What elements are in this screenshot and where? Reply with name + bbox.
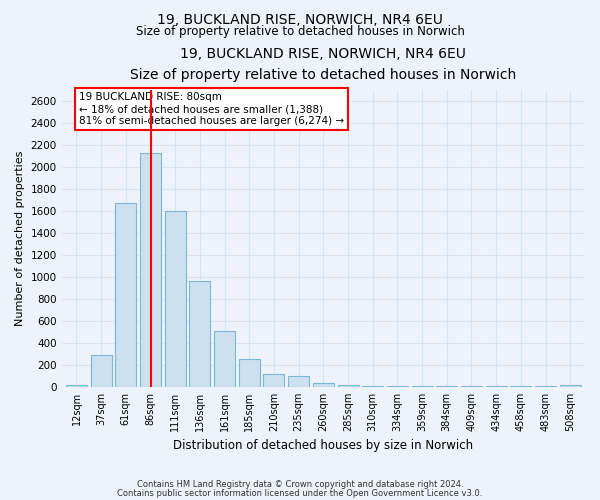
- Text: 19, BUCKLAND RISE, NORWICH, NR4 6EU: 19, BUCKLAND RISE, NORWICH, NR4 6EU: [157, 12, 443, 26]
- Bar: [91, 354, 112, 387]
- Text: Contains HM Land Registry data © Crown copyright and database right 2024.: Contains HM Land Registry data © Crown c…: [137, 480, 463, 489]
- Bar: [338, 386, 359, 387]
- Bar: [214, 332, 235, 387]
- Text: Size of property relative to detached houses in Norwich: Size of property relative to detached ho…: [136, 25, 464, 38]
- Bar: [165, 211, 186, 387]
- Bar: [288, 376, 309, 387]
- X-axis label: Distribution of detached houses by size in Norwich: Distribution of detached houses by size …: [173, 440, 473, 452]
- Text: 19 BUCKLAND RISE: 80sqm
← 18% of detached houses are smaller (1,388)
81% of semi: 19 BUCKLAND RISE: 80sqm ← 18% of detache…: [79, 92, 344, 126]
- Bar: [239, 360, 260, 387]
- Bar: [263, 374, 284, 387]
- Bar: [115, 204, 136, 387]
- Bar: [412, 386, 433, 387]
- Bar: [511, 386, 532, 387]
- Text: Contains public sector information licensed under the Open Government Licence v3: Contains public sector information licen…: [118, 488, 482, 498]
- Bar: [387, 386, 408, 387]
- Bar: [313, 383, 334, 387]
- Bar: [461, 386, 482, 387]
- Bar: [436, 386, 457, 387]
- Bar: [560, 386, 581, 387]
- Y-axis label: Number of detached properties: Number of detached properties: [15, 151, 25, 326]
- Bar: [66, 384, 87, 387]
- Bar: [190, 282, 211, 387]
- Bar: [535, 386, 556, 387]
- Bar: [140, 153, 161, 387]
- Bar: [362, 386, 383, 387]
- Bar: [485, 386, 506, 387]
- Title: 19, BUCKLAND RISE, NORWICH, NR4 6EU
Size of property relative to detached houses: 19, BUCKLAND RISE, NORWICH, NR4 6EU Size…: [130, 48, 517, 82]
